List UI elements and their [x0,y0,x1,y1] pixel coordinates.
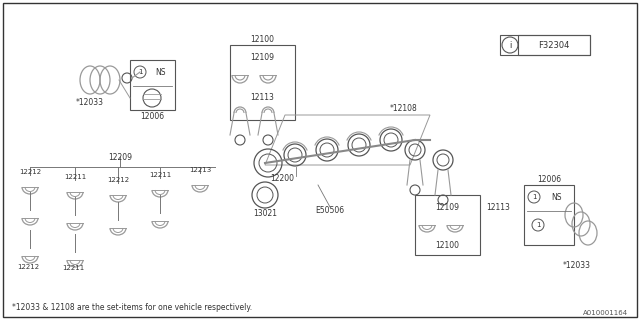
Text: i: i [509,41,511,50]
Text: A010001164: A010001164 [583,310,628,316]
Text: 12100: 12100 [250,35,275,44]
Text: 12209: 12209 [108,153,132,162]
Text: 12100: 12100 [435,241,460,250]
Text: E50506: E50506 [316,205,344,214]
Bar [524,185,574,245]
Text: 1: 1 [536,222,540,228]
Text: 12109: 12109 [435,203,460,212]
Text: 12006: 12006 [537,174,561,183]
Text: 12212: 12212 [17,264,39,270]
Bar [518,35,590,55]
Text: *12033 & 12108 are the set-items for one vehicle respectively.: *12033 & 12108 are the set-items for one… [12,303,252,313]
Text: NS: NS [155,68,165,76]
Bar [230,45,295,120]
Text: 12211: 12211 [64,174,86,180]
Text: NS: NS [551,193,561,202]
Text: 12109: 12109 [250,52,275,61]
Text: *12108: *12108 [390,103,418,113]
Text: 12212: 12212 [107,177,129,183]
Text: F32304: F32304 [538,41,570,50]
Bar [500,35,590,55]
Bar [130,60,175,110]
Text: *12033: *12033 [76,98,104,107]
Text: 12006: 12006 [140,111,164,121]
Bar [415,195,480,255]
Text: 1: 1 [532,194,536,200]
Text: 1: 1 [138,69,142,75]
Text: 12200: 12200 [270,173,294,182]
Text: *12033: *12033 [563,260,591,269]
Text: 12211: 12211 [62,265,84,271]
Text: 13021: 13021 [253,209,277,218]
Text: 12211: 12211 [149,172,171,178]
Text: 12113: 12113 [251,92,275,101]
Text: 12113: 12113 [486,203,510,212]
Text: 12212: 12212 [19,169,41,175]
Text: 12213: 12213 [189,167,211,173]
